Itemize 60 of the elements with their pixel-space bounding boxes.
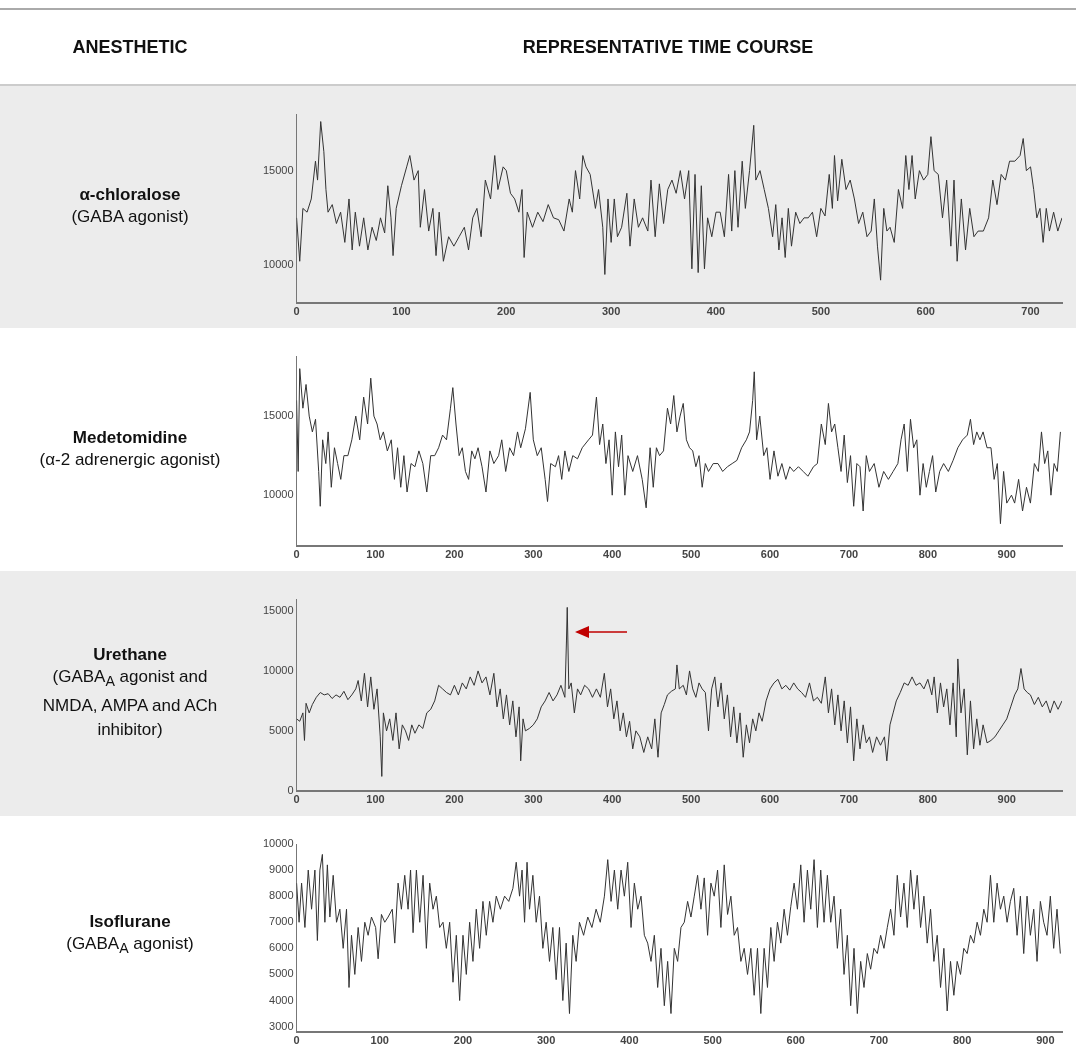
x-tick-label: 900	[997, 793, 1016, 806]
x-tick-label: 700	[839, 793, 859, 806]
y-tick-label: 0	[287, 783, 294, 796]
x-tick-label: 100	[366, 548, 385, 561]
x-tick-label: 600	[760, 548, 780, 561]
x-tick-label: 700	[839, 548, 859, 561]
x-tick-label: 600	[916, 305, 935, 318]
x-tick-label: 500	[703, 1034, 722, 1047]
x-tick-label: 300	[601, 305, 621, 318]
x-tick-label: 200	[445, 548, 464, 561]
y-tick-label: 7000	[269, 915, 294, 928]
text: Medetomidine	[72, 427, 188, 448]
text: Urethane	[93, 645, 167, 666]
y-tick-label: 5000	[269, 967, 294, 980]
x-tick-label: 800	[952, 1034, 972, 1047]
x-tick-label: 200	[497, 305, 516, 318]
y-tick-label: 15000	[262, 409, 294, 422]
x-tick-label: 800	[918, 548, 938, 561]
y-tick-label: 15000	[262, 604, 294, 617]
text: (GABA$_{A}$ agonist and NMDA, AMPA and ACh inhibitor)	[41, 666, 219, 741]
text: Isoflurane	[89, 912, 171, 933]
y-tick-label: 10000	[262, 488, 294, 501]
x-tick-label: 100	[392, 305, 411, 318]
x-tick-label: 400	[603, 548, 622, 561]
x-tick-label: 400	[603, 793, 622, 806]
y-tick-label: 10000	[262, 837, 294, 850]
x-tick-label: 500	[681, 793, 701, 806]
text: REPRESENTATIVE TIME COURSE	[521, 36, 815, 58]
x-tick-label: 300	[524, 548, 543, 561]
y-tick-label: 3000	[269, 1019, 294, 1032]
y-tick-label: 6000	[269, 941, 294, 954]
x-tick-label: 100	[366, 793, 385, 806]
x-tick-label: 600	[760, 793, 780, 806]
x-tick-label: 300	[524, 793, 543, 806]
x-tick-label: 900	[997, 548, 1016, 561]
x-tick-label: 700	[869, 1034, 889, 1047]
x-tick-label: 500	[811, 305, 831, 318]
x-tick-label: 200	[445, 793, 464, 806]
x-tick-label: 700	[1021, 305, 1040, 318]
y-tick-label: 9000	[269, 863, 294, 876]
y-tick-label: 15000	[262, 163, 294, 176]
text: (GABA agonist)	[71, 206, 189, 228]
x-tick-label: 200	[453, 1034, 473, 1047]
y-tick-label: 10000	[262, 663, 294, 676]
text: α-chloralose	[79, 185, 181, 205]
x-tick-label: 400	[706, 305, 726, 318]
text: ANESTHETIC	[71, 36, 189, 58]
x-tick-label: 500	[681, 548, 701, 561]
y-tick-label: 10000	[262, 258, 294, 271]
text: (α-2 adrenergic agonist)	[39, 448, 221, 471]
y-tick-label: 4000	[269, 993, 294, 1006]
x-tick-label: 300	[537, 1034, 556, 1047]
x-tick-label: 600	[786, 1034, 805, 1047]
text: (GABA$_{A}$ agonist)	[66, 933, 194, 959]
x-tick-label: 400	[620, 1034, 639, 1047]
x-tick-label: 900	[1036, 1034, 1055, 1047]
y-tick-label: 8000	[269, 889, 294, 902]
x-tick-label: 100	[370, 1034, 389, 1047]
y-tick-label: 5000	[269, 723, 294, 736]
x-tick-label: 800	[918, 793, 938, 806]
